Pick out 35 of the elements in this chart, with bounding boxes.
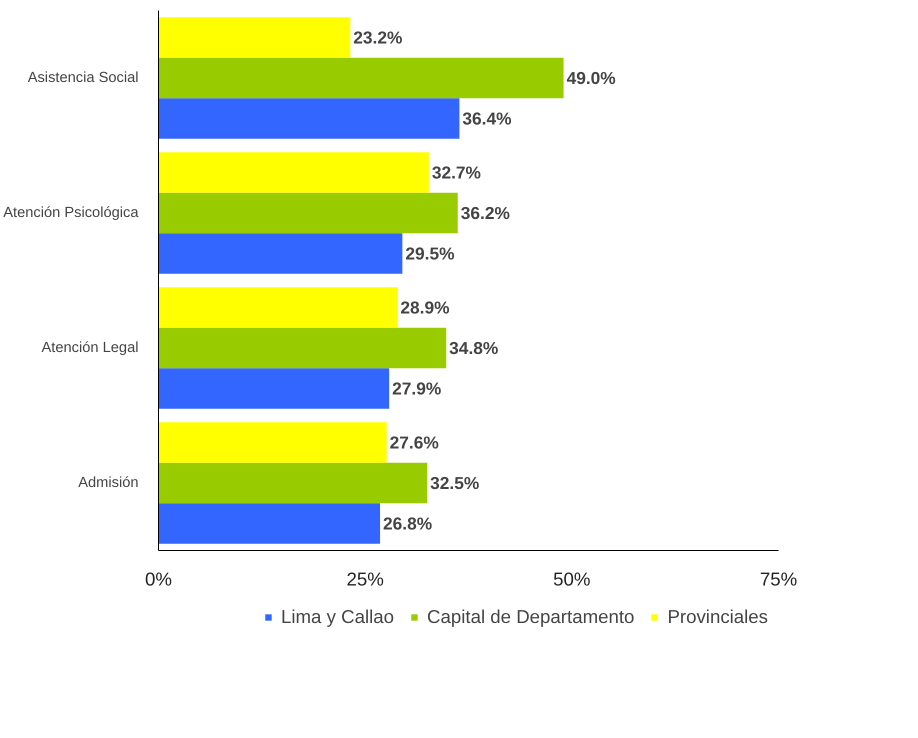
bar xyxy=(158,368,390,409)
data-label: 27.9% xyxy=(392,378,442,398)
legend-label: Lima y Callao xyxy=(280,606,394,628)
bar xyxy=(158,287,398,328)
bar xyxy=(158,462,428,504)
x-tick-label: 0% xyxy=(145,568,172,590)
y-tick-label: Atención Psicológica xyxy=(3,205,140,221)
data-label: 36.4% xyxy=(462,108,512,128)
bar xyxy=(158,98,460,139)
y-tick-label: Admisión xyxy=(78,475,139,491)
legend-label: Capital de Departamento xyxy=(427,606,634,628)
data-label: 23.2% xyxy=(353,28,402,48)
data-label: 29.5% xyxy=(405,244,455,264)
data-label: 32.5% xyxy=(430,473,480,493)
bar xyxy=(158,233,402,274)
data-label: 34.8% xyxy=(449,338,498,358)
data-label: 28.9% xyxy=(400,298,450,318)
legend-label: Provinciales xyxy=(667,606,768,628)
bar xyxy=(158,17,350,58)
bar xyxy=(158,192,458,234)
x-tick-label: 75% xyxy=(760,568,798,590)
data-label: 49.0% xyxy=(566,68,616,88)
data-label: 27.6% xyxy=(390,432,439,452)
y-tick-label: Asistencia Social xyxy=(28,70,139,86)
x-tick-label: 25% xyxy=(346,568,384,590)
bar xyxy=(158,503,380,544)
data-label: 36.2% xyxy=(460,203,510,223)
data-label: 26.8% xyxy=(383,514,432,534)
bar xyxy=(158,58,564,98)
y-tick-label: Atención Legal xyxy=(42,340,139,356)
x-tick-label: 50% xyxy=(553,568,591,590)
data-label: 32.7% xyxy=(432,162,481,182)
bar xyxy=(158,328,446,368)
bar xyxy=(158,152,429,193)
bar xyxy=(158,422,387,463)
